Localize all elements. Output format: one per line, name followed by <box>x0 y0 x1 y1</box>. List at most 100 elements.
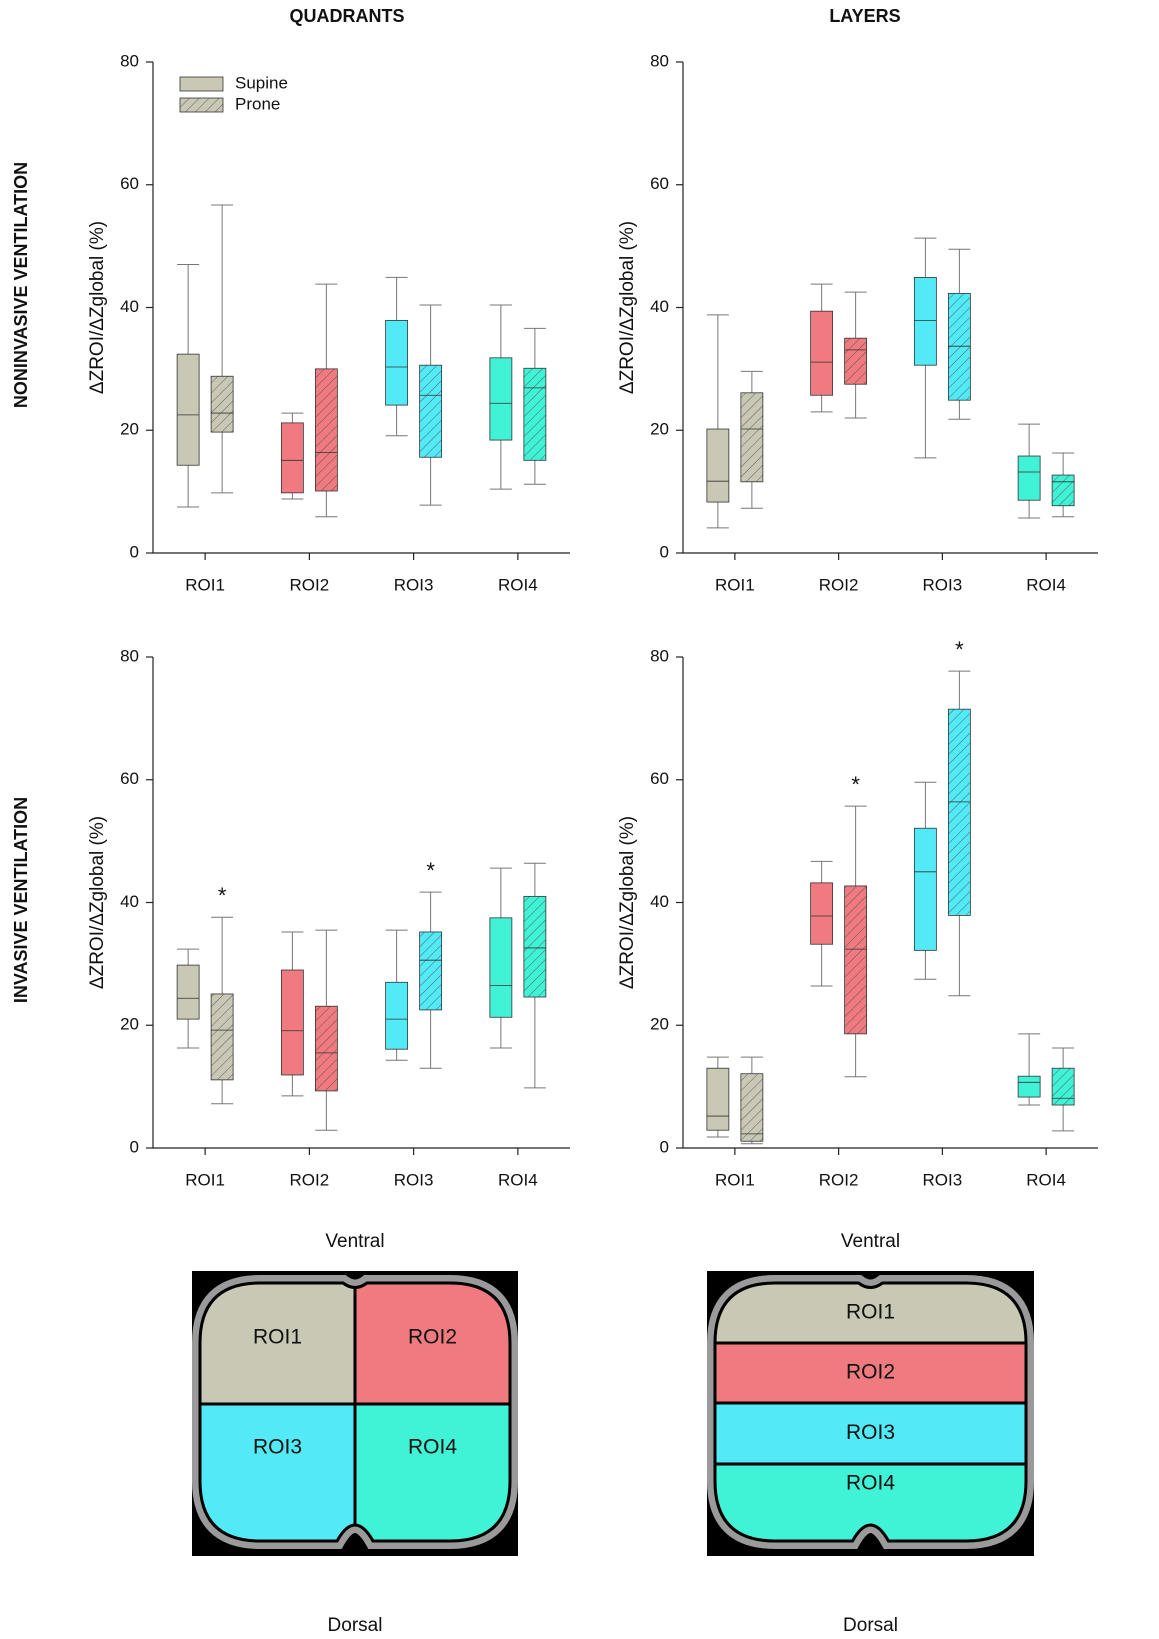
box <box>1018 456 1040 500</box>
y-tick-label: 80 <box>650 646 669 665</box>
whisker <box>914 782 936 828</box>
region-label: ROI2 <box>846 1361 895 1384</box>
significance-mark: * <box>426 858 435 883</box>
whisker <box>490 305 512 358</box>
box <box>707 1068 729 1130</box>
box <box>811 883 833 944</box>
whisker <box>741 371 763 392</box>
whisker <box>315 491 337 517</box>
region-label: ROI3 <box>846 1421 895 1444</box>
box <box>845 886 867 1034</box>
region-label: ROI4 <box>408 1436 457 1459</box>
x-tick-label: ROI1 <box>185 1170 225 1189</box>
whisker <box>1052 506 1074 517</box>
y-tick-label: 40 <box>650 892 669 911</box>
box <box>281 970 303 1075</box>
x-tick-label: ROI4 <box>498 1170 538 1189</box>
box <box>315 369 337 491</box>
whisker <box>281 932 303 970</box>
column-title: LAYERS <box>829 6 900 26</box>
x-tick-label: ROI2 <box>819 575 859 594</box>
whisker <box>211 1080 233 1104</box>
region-label: ROI3 <box>253 1436 302 1459</box>
y-tick-label: 40 <box>120 297 139 316</box>
box <box>845 338 867 384</box>
box <box>177 965 199 1019</box>
whisker <box>315 1091 337 1130</box>
whisker <box>845 1034 867 1077</box>
whisker <box>177 949 199 965</box>
whisker <box>211 205 233 376</box>
box <box>741 393 763 482</box>
whisker <box>420 892 442 932</box>
legend-swatch <box>180 98 223 112</box>
y-tick-label: 60 <box>120 769 139 788</box>
column-title: QUADRANTS <box>290 6 405 26</box>
x-tick-label: ROI4 <box>498 575 538 594</box>
box <box>811 311 833 395</box>
diagram-regions <box>200 1283 510 1541</box>
whisker <box>490 440 512 489</box>
y-tick-label: 20 <box>120 420 139 439</box>
whisker <box>281 413 303 423</box>
y-axis-label: ΔZROI/ΔZglobal (%) <box>617 816 638 989</box>
region-label: ROI2 <box>408 1326 457 1349</box>
whisker <box>524 328 546 368</box>
whisker <box>1052 1105 1074 1131</box>
box <box>490 358 512 440</box>
region-label: ROI1 <box>253 1326 302 1349</box>
y-tick-label: 80 <box>120 51 139 70</box>
box <box>948 709 970 915</box>
whisker <box>914 365 936 458</box>
x-tick-label: ROI4 <box>1026 575 1066 594</box>
whisker <box>845 384 867 418</box>
region <box>355 1404 510 1541</box>
orientation-label: Dorsal <box>328 1615 383 1636</box>
whisker <box>948 915 970 995</box>
orientation-label: Dorsal <box>843 1615 898 1636</box>
y-tick-label: 80 <box>650 51 669 70</box>
whisker <box>315 930 337 1006</box>
row-title: INVASIVE VENTILATION <box>11 797 31 1003</box>
whisker <box>845 292 867 338</box>
legend-swatch <box>180 77 223 91</box>
region <box>200 1404 355 1541</box>
box <box>211 994 233 1080</box>
x-tick-label: ROI2 <box>290 1170 330 1189</box>
whisker <box>524 997 546 1088</box>
box <box>741 1074 763 1142</box>
box <box>1052 1068 1074 1105</box>
whisker <box>211 432 233 493</box>
x-tick-label: ROI1 <box>185 575 225 594</box>
whisker <box>524 863 546 896</box>
whisker <box>386 405 408 436</box>
whisker <box>948 671 970 709</box>
box <box>420 365 442 457</box>
x-tick-label: ROI4 <box>1026 1170 1066 1189</box>
orientation-label: Ventral <box>325 1231 384 1252</box>
y-tick-label: 40 <box>120 892 139 911</box>
y-tick-label: 20 <box>650 420 669 439</box>
whisker <box>420 457 442 505</box>
figure: QUADRANTS LAYERS NONINVASIVE VENTILATION… <box>0 0 1159 1639</box>
box <box>420 932 442 1010</box>
whisker <box>1018 1034 1040 1076</box>
x-tick-label: ROI3 <box>923 575 963 594</box>
whisker <box>420 305 442 365</box>
box <box>490 918 512 1017</box>
box <box>315 1006 337 1091</box>
row-title: NONINVASIVE VENTILATION <box>11 162 31 408</box>
whisker <box>707 315 729 429</box>
whisker <box>281 493 303 499</box>
whisker <box>707 1057 729 1068</box>
whisker <box>914 950 936 979</box>
whisker <box>811 284 833 311</box>
region-label: ROI1 <box>846 1301 895 1324</box>
y-tick-label: 60 <box>650 174 669 193</box>
box <box>177 354 199 465</box>
y-tick-label: 20 <box>120 1015 139 1034</box>
x-tick-label: ROI1 <box>715 1170 755 1189</box>
whisker <box>524 460 546 484</box>
whisker <box>211 917 233 994</box>
whisker <box>386 930 408 982</box>
